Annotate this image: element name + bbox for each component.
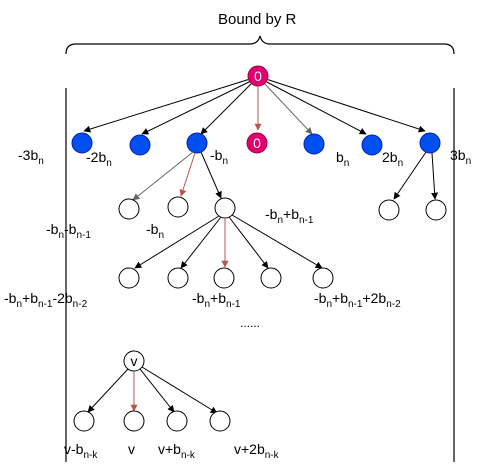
node-l2-mid <box>167 196 189 218</box>
ellipsis: ...... <box>240 316 260 330</box>
node-l2-a <box>378 199 400 221</box>
v-child-2 <box>123 410 145 432</box>
label-minus-2bn: -2bn <box>86 149 112 169</box>
root-node: 0 <box>247 65 269 87</box>
node-minus-bn <box>186 132 208 154</box>
v-child-4 <box>209 410 231 432</box>
node-2bn <box>361 134 383 156</box>
diagram-title: Bound by R <box>218 11 297 28</box>
label-bn: bn <box>336 149 349 169</box>
label-l2-mid: -bn <box>146 221 164 241</box>
label-v-child-1: v-bn-k <box>64 441 98 461</box>
bound-brace <box>65 35 455 55</box>
node-minus-3bn <box>71 132 93 154</box>
v-node: v <box>123 350 145 372</box>
svg-text:0: 0 <box>254 68 262 84</box>
v-child-1 <box>73 410 95 432</box>
label-l3-left: -bn+bn-1-2bn-2 <box>4 290 88 310</box>
node-bn <box>303 133 325 155</box>
node-3bn <box>419 132 441 154</box>
root-edges <box>83 78 426 135</box>
node-l3-2 <box>167 267 189 289</box>
label-v-child-3: v+bn-k <box>158 441 196 461</box>
level3-edges <box>134 214 323 269</box>
level2-edges <box>132 151 439 201</box>
node-minus-2bn <box>129 134 151 156</box>
node-l2-left <box>118 198 140 220</box>
svg-text:0: 0 <box>253 135 261 151</box>
node-l3-1 <box>118 267 140 289</box>
v-child-3 <box>166 410 188 432</box>
node-l3-3 <box>213 267 235 289</box>
label-minus-bn: -bn <box>210 147 228 167</box>
label-l3-mid: -bn+bn-1 <box>192 290 241 310</box>
label-v-child-4: v+2bn-k <box>234 441 280 461</box>
label-2bn: 2bn <box>382 149 403 169</box>
label-v-child-2: v <box>128 441 135 457</box>
node-l3-4 <box>260 267 282 289</box>
label-l3-right: -bn+bn-1+2bn-2 <box>314 290 401 310</box>
node-l2-b <box>425 199 447 221</box>
label-l2-right: -bn+bn-1 <box>265 206 314 226</box>
v-edges <box>87 366 218 414</box>
label-minus-3bn: -3bn <box>18 147 44 167</box>
svg-text:v: v <box>131 353 138 369</box>
node-zero-level1: 0 <box>246 132 268 154</box>
label-3bn: 3bn <box>450 147 471 167</box>
node-l3-5 <box>312 267 334 289</box>
label-l2-left: -bn-bn-1 <box>46 221 91 241</box>
